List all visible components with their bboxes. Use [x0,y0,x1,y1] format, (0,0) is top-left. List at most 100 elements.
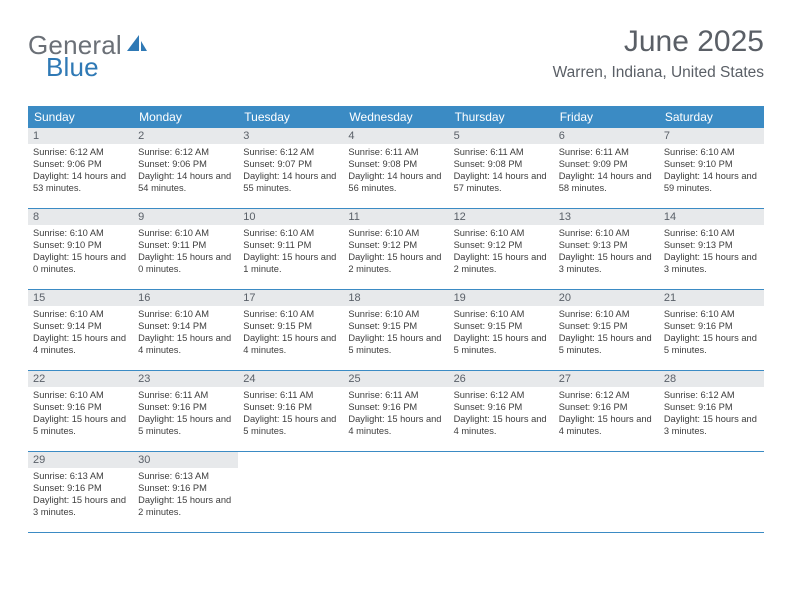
day-number: 5 [449,128,554,144]
sunrise-line: Sunrise: 6:12 AM [33,147,104,157]
day-body: Sunrise: 6:11 AMSunset: 9:16 PMDaylight:… [238,390,343,438]
day-body: Sunrise: 6:11 AMSunset: 9:08 PMDaylight:… [449,147,554,195]
day-cell: 20 Sunrise: 6:10 AMSunset: 9:15 PMDayligh… [554,290,659,370]
daylight-line: Daylight: 15 hours and 5 minutes. [138,414,231,436]
day-header: Wednesday [343,106,448,128]
day-number: 15 [28,290,133,306]
day-body: Sunrise: 6:13 AMSunset: 9:16 PMDaylight:… [28,471,133,519]
day-body: Sunrise: 6:10 AMSunset: 9:15 PMDaylight:… [238,309,343,357]
sunrise-line: Sunrise: 6:13 AM [33,471,104,481]
sunset-line: Sunset: 9:14 PM [33,321,102,331]
sail-icon [126,33,148,58]
sunset-line: Sunset: 9:14 PM [138,321,207,331]
sunset-line: Sunset: 9:11 PM [243,240,311,250]
sunset-line: Sunset: 9:16 PM [454,402,523,412]
day-cell: 30Sunrise: 6:13 AMSunset: 9:16 PMDayligh… [133,452,238,532]
sunrise-line: Sunrise: 6:12 AM [243,147,314,157]
daylight-line: Daylight: 14 hours and 57 minutes. [454,171,547,193]
day-cell: 16 Sunrise: 6:10 AMSunset: 9:14 PMDayligh… [133,290,238,370]
daylight-line: Daylight: 15 hours and 4 minutes. [559,414,652,436]
daylight-line: Daylight: 14 hours and 59 minutes. [664,171,757,193]
sunset-line: Sunset: 9:15 PM [348,321,417,331]
day-number: 29 [28,452,133,468]
daylight-line: Daylight: 14 hours and 53 minutes. [33,171,126,193]
day-header: Sunday [28,106,133,128]
day-body: Sunrise: 6:11 AMSunset: 9:16 PMDaylight:… [133,390,238,438]
day-number: 17 [238,290,343,306]
day-body: Sunrise: 6:10 AMSunset: 9:16 PMDaylight:… [659,309,764,357]
day-cell [343,452,448,532]
sunrise-line: Sunrise: 6:10 AM [664,228,735,238]
day-body: Sunrise: 6:10 AMSunset: 9:15 PMDaylight:… [449,309,554,357]
sunset-line: Sunset: 9:16 PM [243,402,312,412]
day-body: Sunrise: 6:10 AMSunset: 9:12 PMDaylight:… [343,228,448,276]
day-cell: 14Sunrise: 6:10 AMSunset: 9:13 PMDayligh… [659,209,764,289]
sunrise-line: Sunrise: 6:11 AM [348,390,418,400]
day-cell [238,452,343,532]
day-body: Sunrise: 6:10 AMSunset: 9:14 PMDaylight:… [133,309,238,357]
day-number: 27 [554,371,659,387]
day-cell: 4 Sunrise: 6:11 AM Sunset: 9:08 PM Daylight… [343,128,448,208]
sunrise-line: Sunrise: 6:11 AM [243,390,313,400]
day-number: 10 [238,209,343,225]
daylight-line: Daylight: 15 hours and 4 minutes. [243,333,336,355]
sunrise-line: Sunrise: 6:10 AM [454,228,525,238]
daylight-line: Daylight: 15 hours and 4 minutes. [138,333,231,355]
sunset-line: Sunset: 9:06 PM [138,159,207,169]
sunrise-line: Sunrise: 6:10 AM [664,147,735,157]
sunrise-line: Sunrise: 6:12 AM [559,390,630,400]
day-body: Sunrise: 6:10 AMSunset: 9:15 PMDaylight:… [554,309,659,357]
daylight-line: Daylight: 15 hours and 5 minutes. [454,333,547,355]
sunrise-line: Sunrise: 6:10 AM [33,309,104,319]
sunset-line: Sunset: 9:11 PM [138,240,206,250]
day-number: 22 [28,371,133,387]
sunset-line: Sunset: 9:16 PM [33,402,102,412]
day-cell [449,452,554,532]
sunset-line: Sunset: 9:16 PM [559,402,628,412]
day-cell: 29 Sunrise: 6:13 AMSunset: 9:16 PMDayligh… [28,452,133,532]
sunset-line: Sunset: 9:12 PM [454,240,523,250]
day-cell: 12Sunrise: 6:10 AMSunset: 9:12 PMDayligh… [449,209,554,289]
sunrise-line: Sunrise: 6:11 AM [559,147,629,157]
day-number: 21 [659,290,764,306]
day-body: Sunrise: 6:12 AMSunset: 9:07 PMDaylight:… [238,147,343,195]
day-cell: 28Sunrise: 6:12 AMSunset: 9:16 PMDayligh… [659,371,764,451]
sunset-line: Sunset: 9:08 PM [454,159,523,169]
day-number: 20 [554,290,659,306]
day-number: 16 [133,290,238,306]
day-cell: 22Sunrise: 6:10 AMSunset: 9:16 PMDayligh… [28,371,133,451]
sunset-line: Sunset: 9:10 PM [664,159,733,169]
week-row: 29 Sunrise: 6:13 AMSunset: 9:16 PMDayligh… [28,452,764,533]
day-body: Sunrise: 6:10 AM Sunset: 9:12 PM Daylight:… [449,228,554,276]
day-number: 14 [659,209,764,225]
sunrise-line: Sunrise: 6:10 AM [664,309,735,319]
sunrise-line: Sunrise: 6:12 AM [454,390,525,400]
sunset-line: Sunset: 9:15 PM [559,321,628,331]
day-number: 2 [133,128,238,144]
day-number: 6 [554,128,659,144]
day-header: Monday [133,106,238,128]
daylight-line: Daylight: 15 hours and 3 minutes. [33,495,126,517]
day-number: 8 [28,209,133,225]
week-row: 15Sunrise: 6:10 AMSunset: 9:14 PMDayligh… [28,290,764,371]
daylight-line: Daylight: 14 hours and 56 minutes. [348,171,441,193]
sunrise-line: Sunrise: 6:11 AM [348,147,418,157]
day-body: Sunrise: 6:12 AMSunset: 9:06 PMDaylight:… [28,147,133,195]
sunset-line: Sunset: 9:08 PM [348,159,417,169]
day-number: 23 [133,371,238,387]
sunrise-line: Sunrise: 6:10 AM [138,228,209,238]
daylight-line: Daylight: 15 hours and 2 minutes. [454,252,547,274]
day-body: Sunrise: 6:11 AMSunset: 9:09 PMDaylight:… [554,147,659,195]
day-number: 18 [343,290,448,306]
daylight-line: Daylight: 14 hours and 54 minutes. [138,171,231,193]
daylight-line: Daylight: 15 hours and 5 minutes. [33,414,126,436]
day-number: 4 [343,128,448,144]
sunrise-line: Sunrise: 6:12 AM [138,147,209,157]
day-cell: 9Sunrise: 6:10 AMSunset: 9:11 PMDaylight… [133,209,238,289]
day-number: 19 [449,290,554,306]
sunrise-line: Sunrise: 6:10 AM [243,309,314,319]
daylight-line: Daylight: 15 hours and 5 minutes. [348,333,441,355]
daylight-line: Daylight: 15 hours and 3 minutes. [664,414,757,436]
day-header: Saturday [659,106,764,128]
day-cell: 7Sunrise: 6:10 AMSunset: 9:10 PMDaylight… [659,128,764,208]
